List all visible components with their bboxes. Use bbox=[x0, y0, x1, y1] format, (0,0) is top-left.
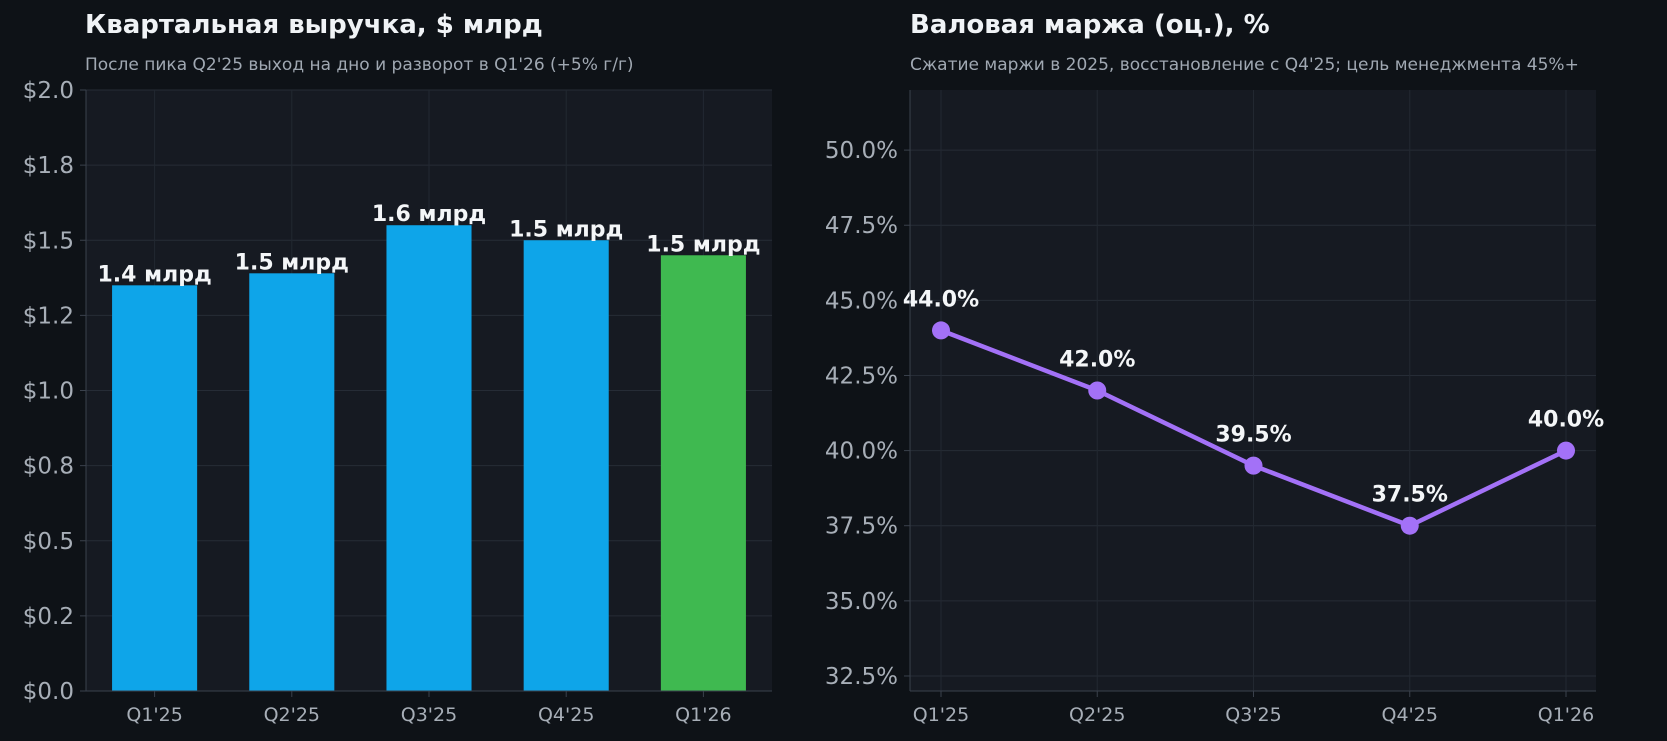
revenue-bar-label: 1.5 млрд bbox=[646, 232, 760, 257]
revenue-ytick-label: $1.8 bbox=[23, 153, 74, 179]
margin-xtick-label: Q4'25 bbox=[1382, 704, 1438, 726]
revenue-ytick-label: $0.2 bbox=[23, 604, 74, 630]
margin-xtick-label: Q1'26 bbox=[1538, 704, 1594, 726]
revenue-ytick-label: $1.0 bbox=[23, 379, 74, 405]
margin-point-label: 42.0% bbox=[1059, 348, 1135, 373]
margin-xtick-label: Q2'25 bbox=[1069, 704, 1125, 726]
revenue-bar bbox=[386, 225, 472, 691]
revenue-chart-title: Квартальная выручка, $ млрд bbox=[85, 10, 543, 40]
revenue-chart-subtitle: После пика Q2'25 выход на дно и разворот… bbox=[85, 55, 634, 75]
revenue-ytick-label: $0.0 bbox=[23, 679, 74, 705]
revenue-ytick-label: $0.8 bbox=[23, 454, 74, 480]
revenue-ytick-label: $0.5 bbox=[23, 529, 74, 555]
revenue-bar-chart: $0.0 $0.2 $0.5 $0.8 $1.0 $1.2 $1.5 $1.8 $2.0 1.4 … bbox=[23, 78, 772, 726]
revenue-bar-label: 1.6 млрд bbox=[372, 202, 486, 227]
margin-line-chart: 32.5% 35.0% 37.5% 40.0% 42.5% 45.0% 47.5% 50.0%… bbox=[825, 90, 1604, 726]
revenue-xtick-label: Q1'26 bbox=[675, 704, 731, 726]
margin-point-label: 44.0% bbox=[903, 287, 979, 312]
margin-point-label: 40.0% bbox=[1528, 408, 1604, 433]
revenue-bar bbox=[523, 240, 609, 691]
margin-ytick-label: 45.0% bbox=[825, 288, 898, 314]
revenue-ytick-label: $2.0 bbox=[23, 78, 74, 104]
revenue-bar bbox=[660, 255, 746, 691]
margin-point-label: 39.5% bbox=[1215, 423, 1291, 448]
revenue-ytick-label: $1.2 bbox=[23, 303, 74, 329]
margin-point bbox=[932, 321, 950, 340]
margin-ytick-label: 47.5% bbox=[825, 213, 898, 239]
margin-point bbox=[1557, 441, 1575, 460]
margin-xtick-label: Q1'25 bbox=[913, 704, 969, 726]
margin-ytick-label: 40.0% bbox=[825, 439, 898, 465]
revenue-xtick-label: Q1'25 bbox=[126, 704, 182, 726]
margin-ytick-label: 37.5% bbox=[825, 514, 898, 540]
revenue-bar-label: 1.4 млрд bbox=[97, 262, 211, 287]
revenue-xtick-label: Q2'25 bbox=[264, 704, 320, 726]
margin-ytick-label: 32.5% bbox=[825, 664, 898, 690]
margin-xtick-label: Q3'25 bbox=[1225, 704, 1281, 726]
revenue-xtick-label: Q4'25 bbox=[538, 704, 594, 726]
margin-ytick-label: 42.5% bbox=[825, 363, 898, 389]
margin-chart-title: Валовая маржа (оц.), % bbox=[910, 10, 1270, 40]
margin-point-label: 37.5% bbox=[1372, 483, 1448, 508]
margin-point bbox=[1088, 381, 1107, 400]
revenue-bar bbox=[112, 285, 198, 691]
margin-chart-subtitle: Сжатие маржи в 2025, восстановление с Q4… bbox=[910, 55, 1579, 75]
revenue-bar-label: 1.5 млрд bbox=[235, 250, 349, 275]
revenue-bar-label: 1.5 млрд bbox=[509, 217, 623, 242]
margin-ytick-label: 50.0% bbox=[825, 138, 898, 164]
revenue-xtick-label: Q3'25 bbox=[401, 704, 457, 726]
revenue-ytick-label: $1.5 bbox=[23, 228, 74, 254]
margin-point bbox=[1244, 456, 1263, 475]
margin-ytick-label: 35.0% bbox=[825, 589, 898, 615]
margin-point bbox=[1400, 516, 1419, 535]
revenue-bar bbox=[249, 273, 335, 691]
